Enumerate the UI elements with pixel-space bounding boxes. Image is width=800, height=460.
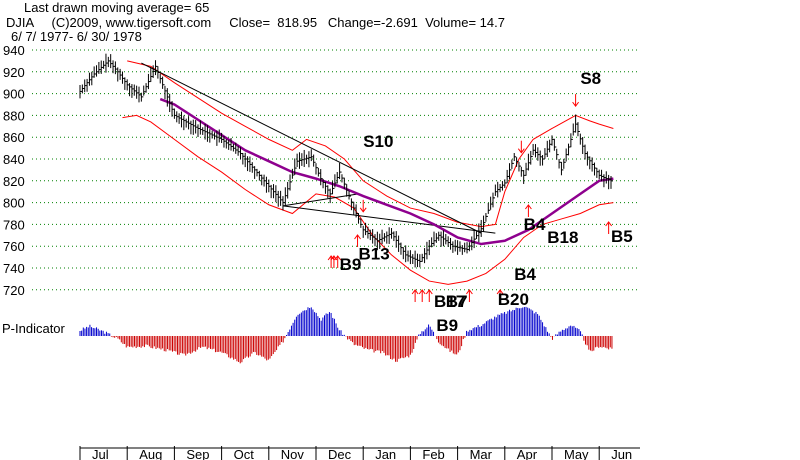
trendline <box>282 205 496 234</box>
upper-band-line <box>127 60 614 228</box>
month-label: Oct <box>234 447 255 460</box>
y-tick-label: 820 <box>3 174 25 189</box>
y-tick-label: 940 <box>3 43 25 58</box>
y-tick-label: 720 <box>3 283 25 298</box>
y-tick-label: 800 <box>3 196 25 211</box>
lower-band-line <box>122 114 614 285</box>
y-tick-label: 880 <box>3 108 25 123</box>
month-label: Jul <box>92 447 109 460</box>
down-arrow-head <box>572 101 579 107</box>
moving-average-caption: Last drawn moving average= 65 <box>24 0 209 15</box>
signal-label: B9 <box>436 316 458 335</box>
trendlines <box>141 62 496 234</box>
month-label: Feb <box>422 447 444 460</box>
up-arrow-head <box>425 289 433 295</box>
signal-label: B4 <box>514 265 536 284</box>
month-label: Mar <box>470 447 493 460</box>
up-arrow-head <box>334 255 342 261</box>
signal-label: B5 <box>611 227 633 246</box>
signal-label: S10 <box>363 132 393 151</box>
quote-line: DJIA (C)2009, www.tigersoft.com Close= 8… <box>6 15 505 30</box>
y-tick-label: 920 <box>3 65 25 80</box>
up-arrow-head <box>327 255 335 261</box>
up-arrow-head <box>411 289 419 295</box>
envelope-bands <box>122 60 614 285</box>
month-label: Jan <box>375 447 396 460</box>
month-axis: Jul Aug Sep Oct Nov Dec Jan Feb Mar Apr May Jun <box>79 446 640 460</box>
y-tick-label: 840 <box>3 152 25 167</box>
signal-label: B17 <box>434 292 465 311</box>
signal-label: B7 <box>446 292 468 311</box>
up-arrow-head <box>605 221 613 227</box>
month-label: Dec <box>328 447 352 460</box>
y-tick-label: 860 <box>3 130 25 145</box>
month-label: Sep <box>186 447 209 460</box>
down-arrow-head <box>517 148 525 154</box>
up-arrow-head <box>418 289 426 295</box>
ma65-line <box>159 97 614 246</box>
trendline <box>282 193 359 207</box>
price-axis: 940 920 900 880 860 840 820 800 780 760 740 720 <box>3 43 25 298</box>
signal-label: B4 <box>524 215 546 234</box>
up-arrow-head <box>525 204 532 210</box>
up-arrow-head <box>354 234 361 240</box>
up-arrow-head <box>465 289 473 295</box>
month-label: Nov <box>281 447 305 460</box>
month-label: May <box>564 447 589 460</box>
month-label: Aug <box>139 447 162 460</box>
signal-label: B18 <box>547 228 578 247</box>
p-indicator-panel <box>79 306 613 364</box>
signal-label: B20 <box>498 290 529 309</box>
signal-arrows <box>327 94 613 302</box>
date-range: 6/ 7/ 1977- 6/ 30/ 1978 <box>11 29 142 44</box>
month-label: Jun <box>611 447 632 460</box>
month-label: Apr <box>517 447 538 460</box>
up-arrow-head <box>496 289 504 295</box>
trendline <box>141 62 482 234</box>
signal-label: B9 <box>340 255 362 274</box>
y-tick-label: 900 <box>3 87 25 102</box>
down-arrow-head <box>359 207 367 213</box>
signal-label: S8 <box>580 69 601 88</box>
signal-label: B13 <box>358 244 389 263</box>
price-bars <box>79 53 613 268</box>
p-indicator-label: P-Indicator <box>2 321 66 336</box>
price-grid <box>32 49 640 291</box>
y-tick-label: 760 <box>3 239 25 254</box>
y-tick-label: 740 <box>3 261 25 276</box>
y-tick-label: 780 <box>3 217 25 232</box>
moving-average-line <box>159 97 614 246</box>
